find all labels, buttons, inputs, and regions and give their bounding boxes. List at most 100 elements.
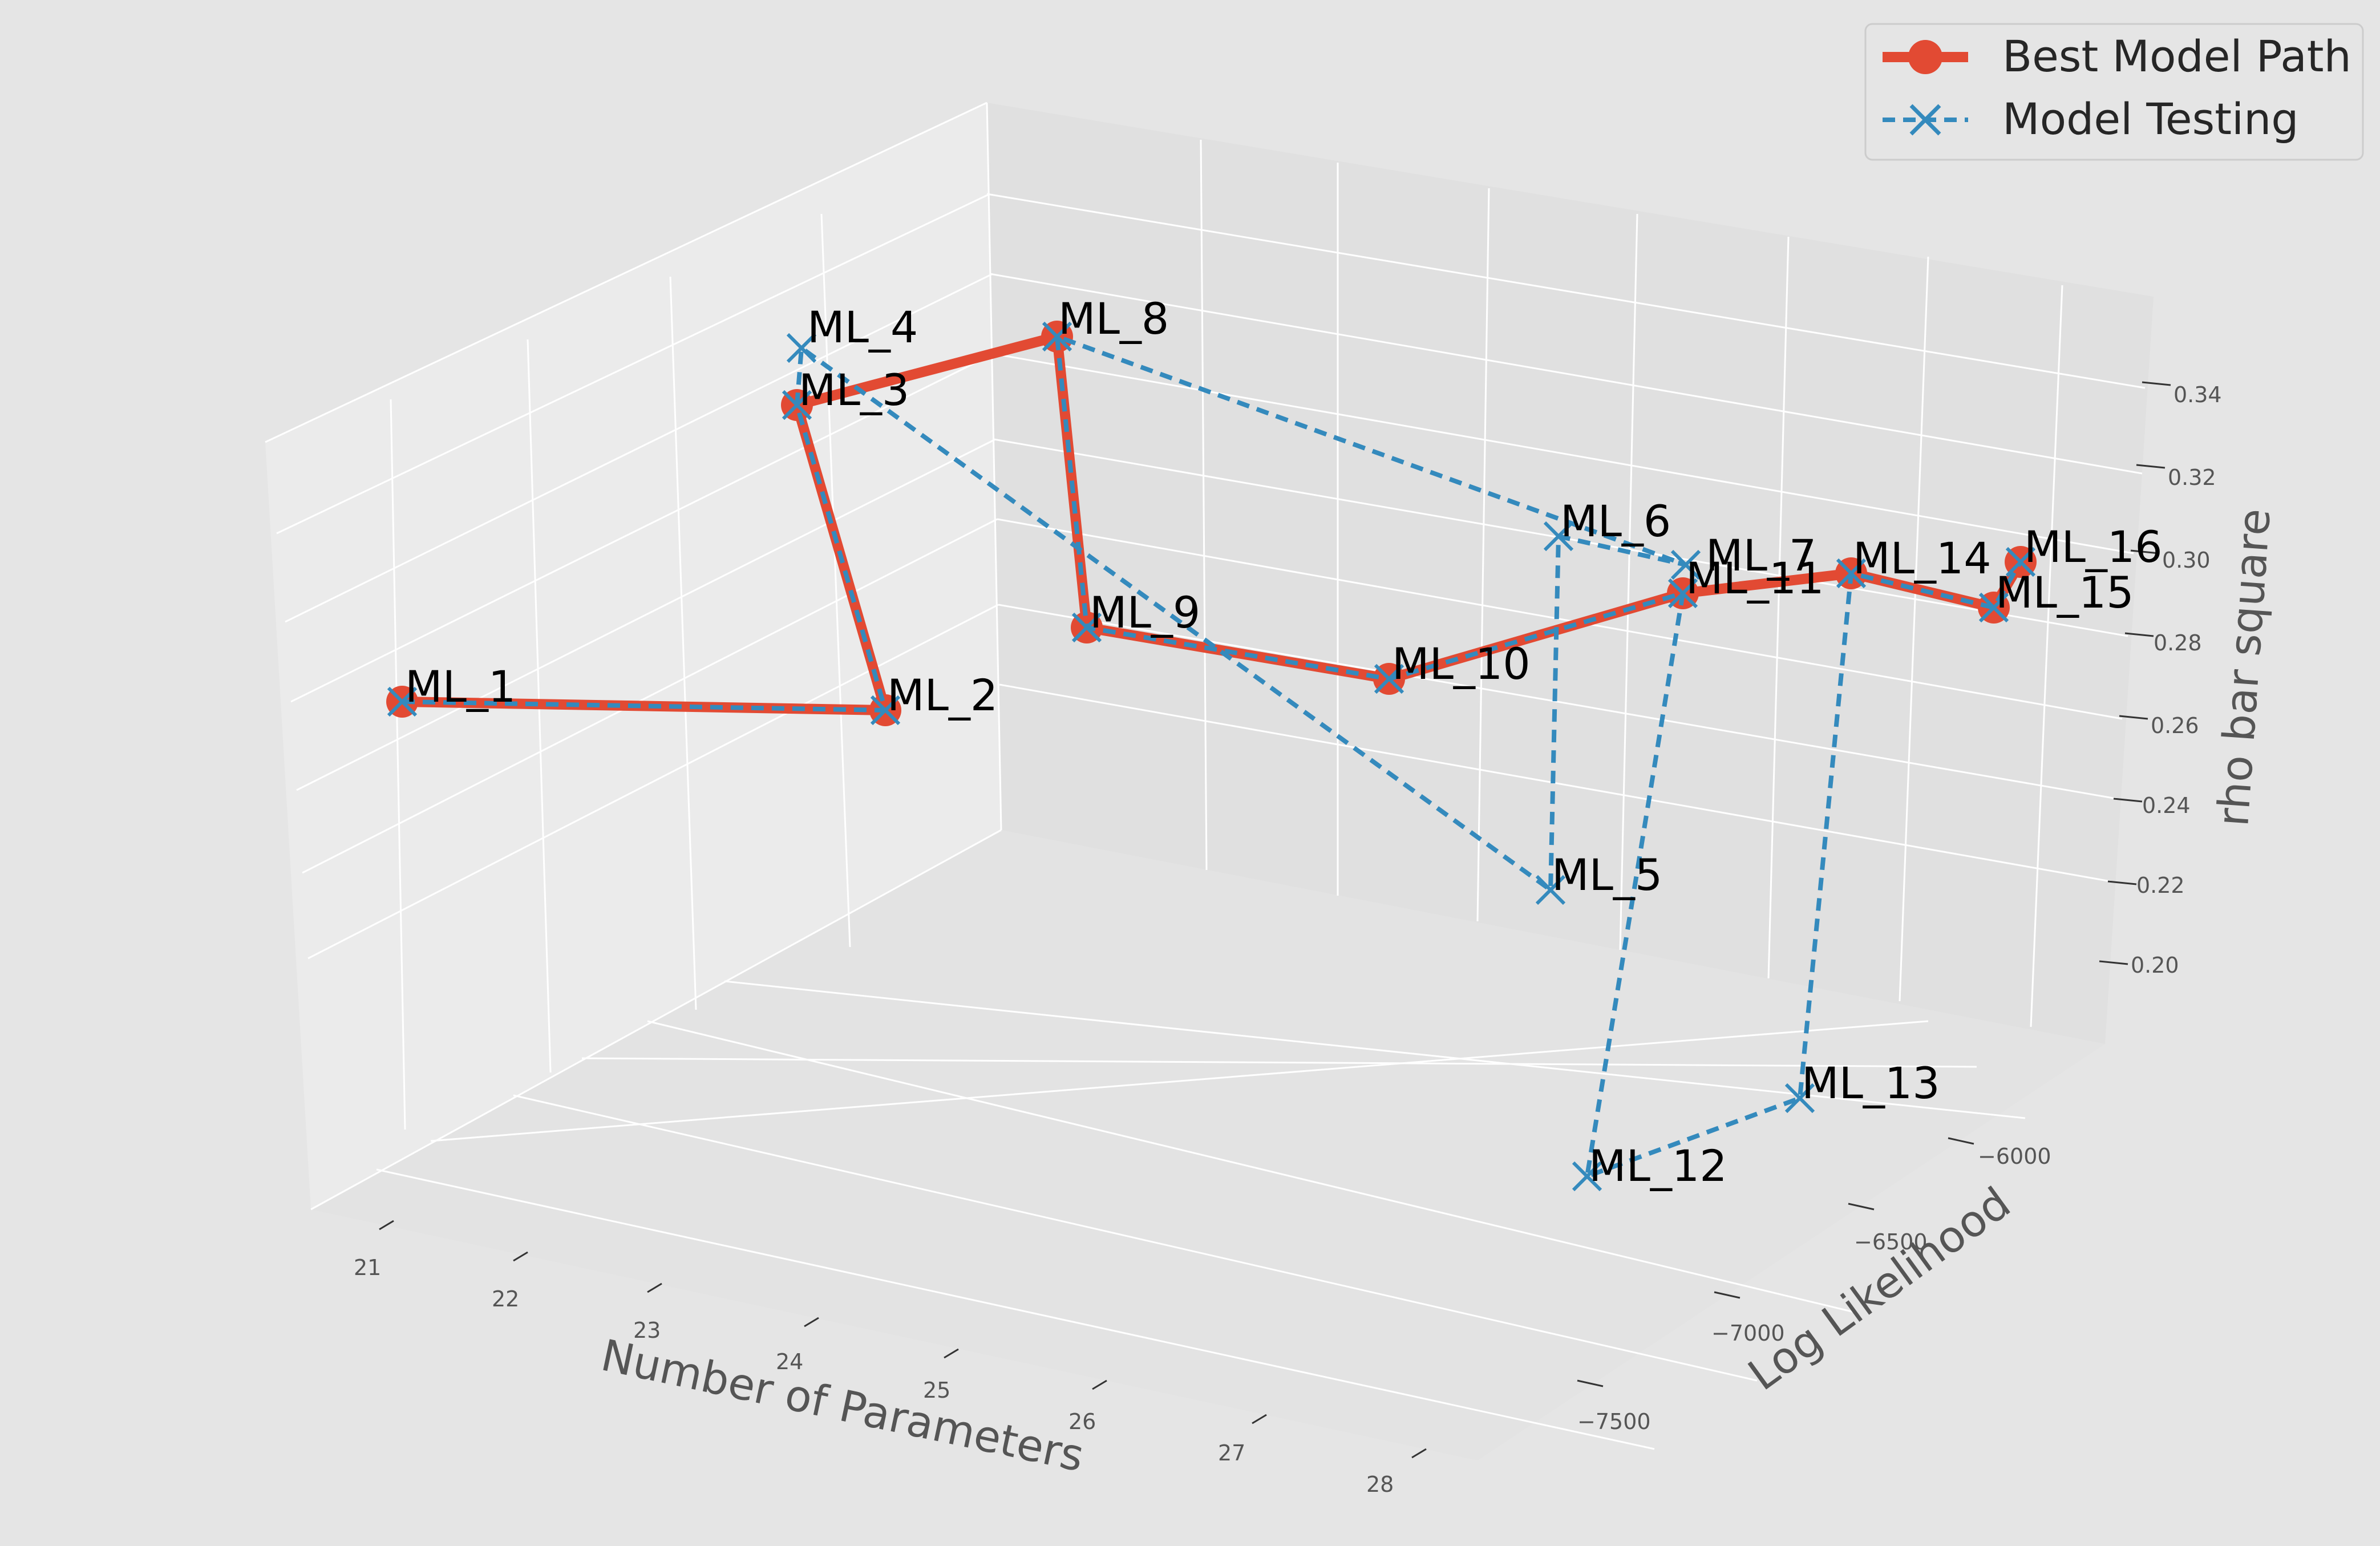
z-tick: 0.30 xyxy=(2130,548,2211,573)
grid-line xyxy=(986,193,2146,389)
grid-line xyxy=(376,1168,1655,1450)
x-tick: 28 xyxy=(1366,1448,1427,1497)
model-testing-marker xyxy=(1042,321,1072,352)
z-axis: 0.20 0.22 0.24 0.26 0.28 0.30 0.32 0.34 xyxy=(2099,381,2222,978)
y-axis: −6000 −6500 −7000 −7500 xyxy=(1577,1137,2051,1434)
point-labels: ML_1 ML_2 ML_3 ML_4 ML_5 ML_6 ML_7 ML_8 … xyxy=(405,293,2163,1191)
y-tick-label: −6500 xyxy=(1854,1229,1928,1254)
y-tick-label: −6000 xyxy=(1978,1144,2051,1169)
point-label: ML_13 xyxy=(1802,1058,1940,1108)
y-tick-label: −7000 xyxy=(1711,1321,1785,1346)
grid-line xyxy=(430,1020,1929,1142)
point-label: ML_5 xyxy=(1552,849,1662,900)
model-testing-marker xyxy=(1978,592,2009,623)
point-label: ML_8 xyxy=(1058,293,1169,344)
grid-line xyxy=(1619,213,1638,950)
right-wall-pane xyxy=(987,103,2154,1044)
legend-marker-best xyxy=(1908,40,1942,74)
back-wall-pane xyxy=(265,103,1001,1209)
x-tick-label: 25 xyxy=(923,1378,950,1403)
grid-line xyxy=(296,438,996,791)
point-label: ML_2 xyxy=(887,670,998,721)
z-tick: 0.24 xyxy=(2113,793,2191,818)
model-testing-marker xyxy=(1784,1083,1815,1114)
x-tick: 23 xyxy=(633,1282,662,1343)
point-label: ML_1 xyxy=(405,661,516,712)
y-tick-label: −7500 xyxy=(1577,1409,1651,1434)
x-tick: 27 xyxy=(1218,1414,1267,1466)
legend-item-model-testing: Model Testing xyxy=(1883,94,2299,144)
grid-line xyxy=(986,102,1002,831)
z-tick-label: 0.24 xyxy=(2142,793,2191,818)
z-tick: 0.34 xyxy=(2142,381,2222,407)
z-tick-label: 0.28 xyxy=(2154,630,2202,655)
model-testing-marker xyxy=(2005,547,2036,577)
grid-line xyxy=(992,353,2134,555)
z-tick: 0.20 xyxy=(2099,953,2179,978)
legend-label-best: Best Model Path xyxy=(2002,31,2351,82)
model-testing-marker xyxy=(1543,521,1574,552)
y-tick: −7000 xyxy=(1711,1291,1785,1346)
z-tick: 0.32 xyxy=(2136,464,2216,490)
z-tick: 0.28 xyxy=(2124,630,2202,655)
point-label: ML_11 xyxy=(1686,553,1824,604)
grid-line xyxy=(265,102,987,443)
x-tick-label: 22 xyxy=(492,1286,519,1312)
grid-line xyxy=(724,980,2026,1119)
axes-panes xyxy=(265,103,2154,1460)
point-label: ML_10 xyxy=(1392,638,1531,689)
point-label: ML_4 xyxy=(807,302,918,353)
grid-line xyxy=(997,518,2123,720)
model-testing-marker xyxy=(1535,875,1566,905)
x-tick: 24 xyxy=(776,1317,819,1374)
grid xyxy=(265,102,2146,1450)
point-label: ML_12 xyxy=(1589,1140,1727,1191)
z-tick: 0.22 xyxy=(2107,873,2185,898)
z-tick-label: 0.34 xyxy=(2173,382,2222,407)
x-tick-label: 21 xyxy=(354,1255,381,1280)
model-testing-line xyxy=(402,333,2023,1180)
grid-line xyxy=(302,518,998,874)
point-label: ML_7 xyxy=(1706,530,1816,581)
model-testing-marker xyxy=(1670,549,1701,580)
x-axis: 21 22 23 24 25 26 27 28 xyxy=(354,1220,1427,1497)
model-testing-marker xyxy=(1572,1161,1602,1192)
point-label: ML_16 xyxy=(2024,521,2163,572)
x-tick-label: 27 xyxy=(1218,1440,1245,1466)
grid-line xyxy=(276,193,990,535)
z-tick-label: 0.26 xyxy=(2151,713,2199,738)
point-label: ML_9 xyxy=(1090,587,1200,638)
legend-item-best-model-path: Best Model Path xyxy=(1883,31,2351,82)
model-testing-marker xyxy=(782,390,812,420)
grid-line xyxy=(2030,285,2063,1027)
x-tick: 25 xyxy=(923,1348,959,1403)
point-label: ML_3 xyxy=(799,365,909,415)
model-testing-markers xyxy=(387,321,2036,1192)
grid-line xyxy=(669,276,697,1010)
z-tick-label: 0.32 xyxy=(2168,465,2216,490)
grid-line xyxy=(290,353,994,703)
grid-line xyxy=(998,604,2117,800)
y-tick: −6000 xyxy=(1948,1137,2051,1169)
x-tick-label: 24 xyxy=(776,1349,803,1374)
z-tick-label: 0.30 xyxy=(2162,548,2211,573)
grid-line xyxy=(989,273,2143,475)
series-model-testing xyxy=(387,321,2036,1192)
grid-line xyxy=(647,1020,1855,1313)
x-tick: 26 xyxy=(1068,1379,1107,1434)
model-testing-marker xyxy=(1836,558,1867,589)
model-testing-marker xyxy=(786,333,817,363)
grid-line xyxy=(1899,256,1929,1002)
y-tick: −7500 xyxy=(1577,1379,1651,1434)
legend-box xyxy=(1864,23,2364,161)
floor-pane xyxy=(311,830,2105,1460)
x-tick-label: 28 xyxy=(1366,1472,1394,1497)
model-testing-marker xyxy=(1667,578,1698,609)
grid-line xyxy=(307,604,999,960)
grid-line xyxy=(581,1057,1977,1068)
model-testing-marker xyxy=(1374,663,1404,694)
grid-line xyxy=(285,273,993,623)
model-testing-marker xyxy=(387,686,418,717)
model-testing-marker xyxy=(870,695,901,726)
